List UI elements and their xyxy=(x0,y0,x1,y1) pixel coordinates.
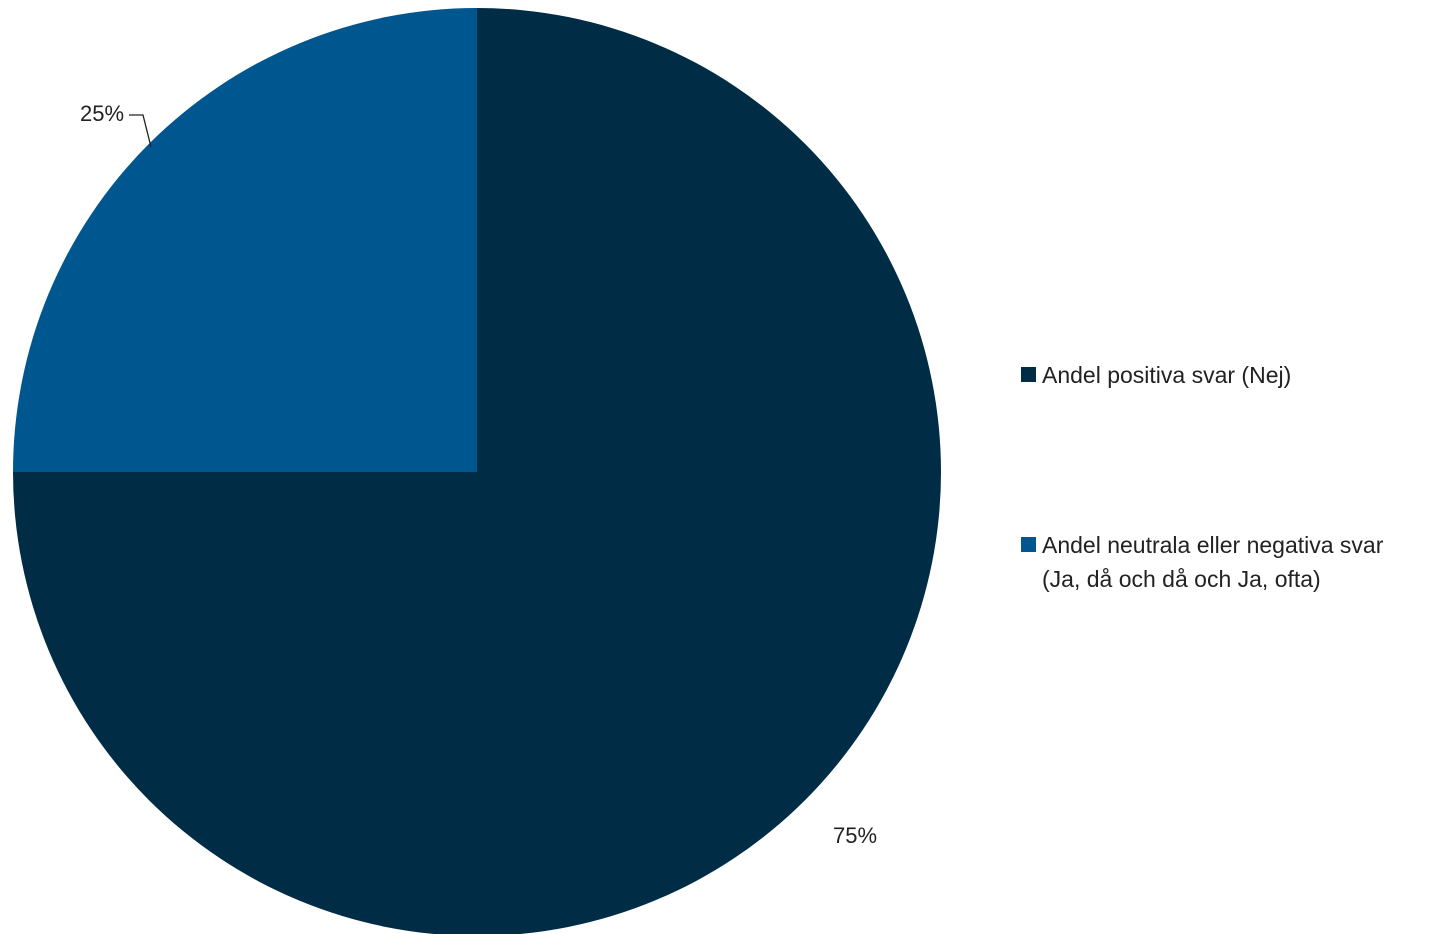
legend-swatch xyxy=(1021,367,1036,382)
pie-slice xyxy=(13,8,477,472)
legend: Andel positiva svar (Nej) Andel neutrala … xyxy=(1021,362,1384,592)
data-label: 25% xyxy=(80,101,124,126)
legend-label: (Ja, då och då och Ja, ofta) xyxy=(1042,566,1321,592)
leader-lines xyxy=(129,114,152,148)
legend-swatch xyxy=(1021,537,1036,552)
data-label: 75% xyxy=(833,823,877,848)
pie-slice xyxy=(13,8,941,934)
legend-label: Andel neutrala eller negativa svar xyxy=(1042,532,1384,558)
legend-label: Andel positiva svar (Nej) xyxy=(1042,362,1291,388)
leader-line xyxy=(129,114,152,148)
data-labels: 75% 25% xyxy=(80,101,877,848)
pie-slices xyxy=(13,8,941,934)
